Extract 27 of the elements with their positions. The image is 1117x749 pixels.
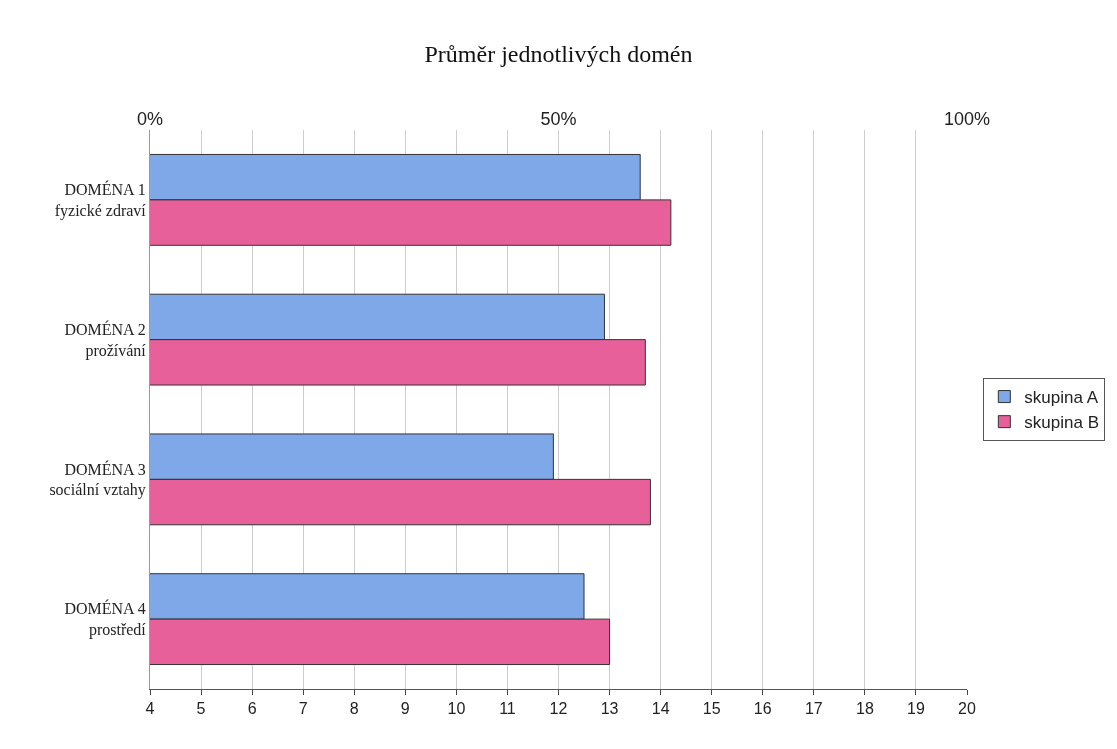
y-tick-label: DOMÉNA 2 prožívání (64, 319, 147, 360)
x2-tick-label: 100% (943, 109, 991, 130)
x-tick-label: 15 (702, 700, 721, 718)
x2-tick-label: 0% (136, 109, 164, 130)
x-tick-label: 16 (753, 700, 772, 718)
x-tick-label: 5 (196, 700, 206, 718)
chart-title: Průměr jednotlivých domén (424, 40, 693, 67)
legend-label: skupina A (1024, 388, 1099, 408)
x-tick-label: 10 (447, 700, 466, 718)
legend-label: skupina B (1024, 413, 1100, 433)
x-tick-label: 14 (651, 700, 670, 718)
y-tick-label: DOMÉNA 1 fyzické zdraví (54, 180, 147, 220)
x-tick-label: 12 (549, 700, 568, 718)
x-tick-label: 11 (499, 700, 516, 718)
x-tick-label: 19 (907, 700, 925, 718)
x-tick-label: 6 (247, 700, 257, 718)
x-tick-label: 20 (958, 700, 976, 718)
x-tick-label: 13 (600, 700, 619, 718)
y-tick-label: DOMÉNA 3 sociální vztahy (49, 459, 146, 500)
x-tick-label: 4 (145, 700, 155, 718)
x-tick-label: 17 (804, 700, 823, 718)
x-tick-label: 8 (349, 700, 359, 718)
x-tick-label: 7 (298, 700, 308, 718)
y-tick-label: DOMÉNA 4 prostředí (64, 599, 147, 640)
x-tick-label: 9 (400, 700, 410, 718)
x-tick-label: 18 (855, 700, 874, 718)
x2-tick-label: 50% (540, 109, 577, 130)
